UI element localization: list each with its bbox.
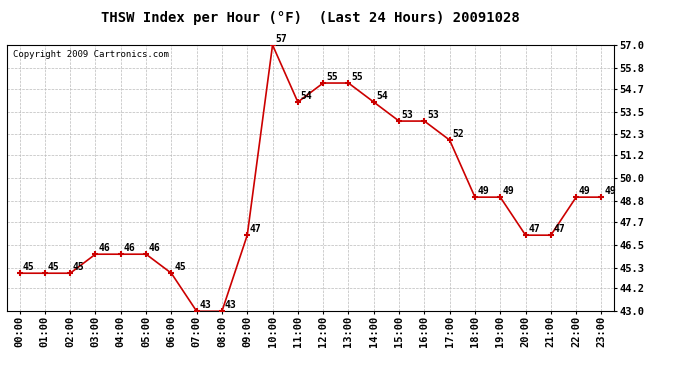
Text: 47: 47 (529, 224, 540, 234)
Text: 49: 49 (477, 186, 489, 196)
Text: 53: 53 (402, 110, 413, 120)
Text: 57: 57 (275, 34, 287, 44)
Text: 45: 45 (22, 262, 34, 272)
Text: 54: 54 (301, 91, 313, 101)
Text: 54: 54 (377, 91, 388, 101)
Text: 46: 46 (149, 243, 161, 254)
Text: 43: 43 (225, 300, 237, 310)
Text: 49: 49 (604, 186, 616, 196)
Text: 47: 47 (553, 224, 565, 234)
Text: 43: 43 (199, 300, 211, 310)
Text: 45: 45 (73, 262, 85, 272)
Text: 53: 53 (427, 110, 439, 120)
Text: Copyright 2009 Cartronics.com: Copyright 2009 Cartronics.com (13, 50, 169, 59)
Text: 49: 49 (503, 186, 515, 196)
Text: 52: 52 (453, 129, 464, 139)
Text: 45: 45 (174, 262, 186, 272)
Text: 55: 55 (326, 72, 337, 82)
Text: THSW Index per Hour (°F)  (Last 24 Hours) 20091028: THSW Index per Hour (°F) (Last 24 Hours)… (101, 11, 520, 25)
Text: 46: 46 (124, 243, 135, 254)
Text: 46: 46 (98, 243, 110, 254)
Text: 45: 45 (48, 262, 59, 272)
Text: 55: 55 (351, 72, 363, 82)
Text: 47: 47 (250, 224, 262, 234)
Text: 49: 49 (579, 186, 591, 196)
